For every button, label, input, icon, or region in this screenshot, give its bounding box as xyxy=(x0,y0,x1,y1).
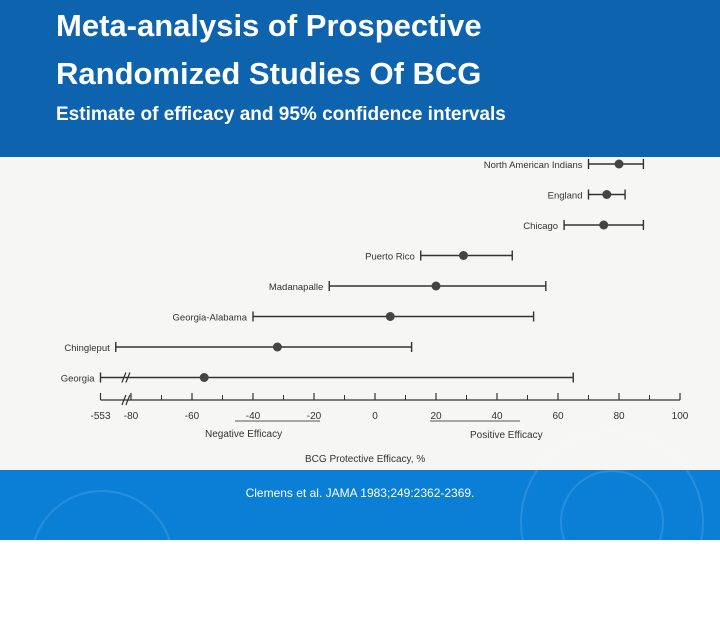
slide-subtitle: Estimate of efficacy and 95% confidence … xyxy=(56,104,506,125)
forest-plot: North American Indians England Chicago Puer… xyxy=(61,159,689,465)
positive-efficacy-label: Positive Efficacy xyxy=(470,430,543,441)
study-row: England xyxy=(548,189,626,202)
study-label: Georgia xyxy=(61,374,96,385)
study-label: Chicago xyxy=(523,221,558,232)
point-estimate xyxy=(602,190,612,199)
study-row: Puerto Rico xyxy=(365,250,513,263)
x-tick-label: 20 xyxy=(430,411,442,422)
point-estimate xyxy=(599,220,609,230)
slide-title-line-1: Meta-analysis of Prospective xyxy=(56,8,482,43)
negative-efficacy-label: Negative Efficacy xyxy=(205,429,282,440)
slide-title-line-2: Randomized Studies Of BCG xyxy=(56,56,482,91)
point-estimate xyxy=(614,159,624,169)
citation: Clemens et al. JAMA 1983;249:2362-2369. xyxy=(245,486,475,500)
ci-break-mark xyxy=(121,372,131,383)
x-tick-label: 40 xyxy=(491,411,503,422)
study-row: Chingleput xyxy=(64,342,413,354)
study-label: Madanapalle xyxy=(269,282,323,293)
study-row: Georgia-Alabama xyxy=(173,311,535,324)
x-axis-label: BCG Protective Efficacy, % xyxy=(305,454,425,465)
axis-break-mark xyxy=(121,394,131,406)
x-tick-label: -553 xyxy=(90,411,110,422)
x-tick-label: -20 xyxy=(307,411,322,422)
study-row: Madanapalle xyxy=(269,281,547,293)
point-estimate xyxy=(385,312,395,321)
x-tick-label: -60 xyxy=(185,411,200,422)
slide-footer: Clemens et al. JAMA 1983;249:2362-2369. xyxy=(0,430,720,634)
x-tick-label: 60 xyxy=(552,411,564,422)
study-label: North American Indians xyxy=(484,160,583,171)
x-tick-label: 80 xyxy=(613,411,625,422)
study-label: Puerto Rico xyxy=(365,252,415,263)
study-label: Chingleput xyxy=(64,343,110,354)
study-row: North American Indians xyxy=(484,159,645,171)
point-estimate xyxy=(199,373,209,382)
x-tick-label: -40 xyxy=(246,411,261,422)
point-estimate xyxy=(272,342,282,352)
study-row: Georgia xyxy=(61,372,574,385)
x-tick-label: -80 xyxy=(124,411,139,422)
slide-header: Meta-analysis of Prospective Randomized … xyxy=(0,0,720,157)
point-estimate xyxy=(431,281,441,291)
forest-plot-area: North American Indians England Chicago Puer… xyxy=(0,157,720,470)
study-row: Chicago xyxy=(523,220,645,232)
study-label: Georgia-Alabama xyxy=(173,313,248,324)
point-estimate xyxy=(458,251,468,260)
x-tick-label: 0 xyxy=(372,411,378,422)
x-tick-label: 100 xyxy=(672,411,689,422)
study-label: England xyxy=(548,191,583,202)
decorative-ripple xyxy=(30,490,174,634)
